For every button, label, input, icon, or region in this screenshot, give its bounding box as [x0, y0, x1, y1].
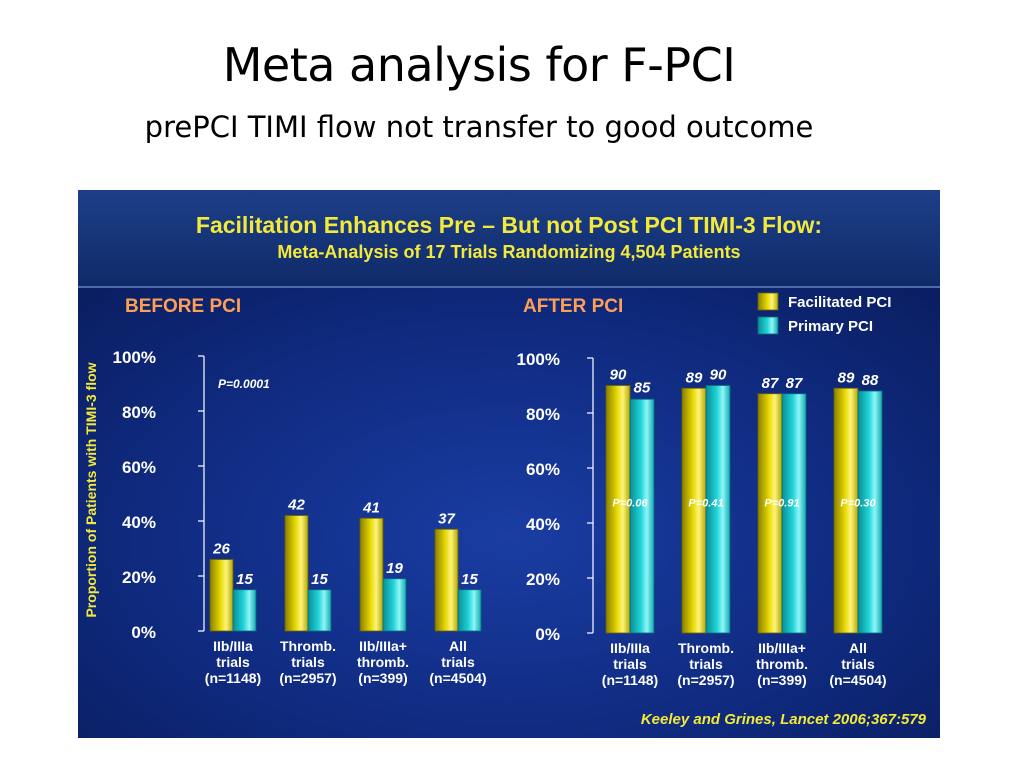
figure-subtitle: Meta-Analysis of 17 Trials Randomizing 4… [277, 242, 741, 262]
category-label: trials [613, 656, 647, 672]
data-label: 15 [311, 571, 328, 588]
category-label: (n=4504) [429, 670, 486, 686]
category-label: trials [841, 656, 875, 672]
category-label: IIb/IIIa+ [758, 640, 806, 656]
y-tick-label: 60% [526, 460, 560, 479]
y-tick-label: 80% [122, 403, 156, 422]
y-tick-label: 40% [122, 513, 156, 532]
category-label: trials [441, 654, 475, 670]
y-tick-label: 80% [526, 405, 560, 424]
bar-facilitated [605, 385, 631, 634]
citation-text: Keeley and Grines, Lancet 2006;367:579 [641, 711, 927, 728]
figure-header: Facilitation Enhances Pre – But not Post… [78, 190, 940, 288]
category-label: Thromb. [280, 638, 336, 654]
panel-title: AFTER PCI [523, 296, 623, 317]
category-label: thromb. [756, 656, 808, 672]
data-label: 88 [862, 372, 879, 389]
bar-primary [857, 390, 883, 634]
y-tick-label: 40% [526, 515, 560, 534]
category-label: All [449, 638, 467, 654]
slide-title: Meta analysis for F-PCI [222, 38, 736, 92]
y-tick-label: 60% [122, 458, 156, 477]
bar-primary [705, 385, 731, 634]
category-label: trials [689, 656, 723, 672]
category-label: (n=1148) [205, 670, 261, 686]
bar-primary [781, 393, 807, 634]
data-label: 15 [236, 571, 253, 588]
category-label: (n=4504) [829, 672, 886, 688]
legend-swatch-primary [757, 316, 779, 335]
legend-label: Primary PCI [788, 318, 873, 335]
bar-primary [307, 589, 332, 632]
data-label: 90 [610, 367, 627, 384]
p-value-label: P=0.30 [840, 498, 876, 510]
data-label: 89 [686, 369, 703, 386]
data-label: 87 [762, 375, 779, 392]
category-label: trials [216, 654, 250, 670]
category-label: (n=399) [358, 670, 407, 686]
data-label: 19 [386, 560, 403, 577]
category-label: trials [291, 654, 325, 670]
bar-facilitated [209, 559, 234, 632]
bar-primary [629, 398, 655, 634]
bar-primary [382, 578, 407, 632]
y-tick-label: 20% [526, 570, 560, 589]
category-label: (n=1148) [602, 672, 658, 688]
p-value-label: P=0.0001 [218, 377, 270, 391]
data-label: 89 [838, 369, 855, 386]
data-label: 90 [710, 367, 727, 384]
data-label: 41 [362, 499, 380, 516]
bar-facilitated [284, 515, 309, 632]
slide-subtitle: prePCI TIMI flow not transfer to good ou… [144, 110, 814, 144]
category-label: (n=399) [757, 672, 806, 688]
y-axis-title: Proportion of Patients with TIMI-3 flow [83, 362, 99, 617]
y-tick-label: 0% [131, 623, 156, 642]
category-label: IIb/IIIa [213, 638, 253, 654]
data-label: 42 [287, 497, 305, 514]
p-value-label: P=0.06 [612, 498, 648, 510]
legend-label: Facilitated PCI [788, 294, 891, 311]
data-label: 85 [634, 379, 651, 396]
y-tick-label: 100% [517, 350, 560, 369]
y-tick-label: 20% [122, 568, 156, 587]
p-value-label: P=0.91 [764, 498, 799, 510]
bar-facilitated [681, 387, 707, 634]
category-label: (n=2957) [279, 670, 336, 686]
p-value-label: P=0.41 [688, 498, 723, 510]
category-label: (n=2957) [677, 672, 734, 688]
category-label: IIb/IIIa+ [359, 638, 407, 654]
category-label: IIb/IIIa [610, 640, 650, 656]
category-label: All [849, 640, 867, 656]
data-label: 87 [786, 375, 803, 392]
category-label: thromb. [357, 654, 409, 670]
bar-facilitated [434, 528, 459, 632]
data-label: 37 [438, 510, 455, 527]
chart-figure: Facilitation Enhances Pre – But not Post… [78, 190, 940, 738]
data-label: 26 [212, 541, 230, 558]
panel-title: BEFORE PCI [125, 296, 241, 317]
bar-primary [457, 589, 482, 632]
bar-primary [232, 589, 257, 632]
data-label: 15 [461, 571, 478, 588]
bar-facilitated [359, 517, 384, 632]
category-label: Thromb. [678, 640, 734, 656]
chart-svg: BEFORE PCI 0% 20% 40% 60% 80% 100% 26 15 IIb/IIIa… [83, 292, 927, 728]
y-tick-label: 0% [535, 625, 560, 644]
figure-title: Facilitation Enhances Pre – But not Post… [195, 212, 823, 238]
bar-facilitated [757, 393, 783, 634]
legend-swatch-facilitated [757, 292, 779, 311]
bar-facilitated [833, 387, 859, 634]
y-tick-label: 100% [113, 348, 156, 367]
